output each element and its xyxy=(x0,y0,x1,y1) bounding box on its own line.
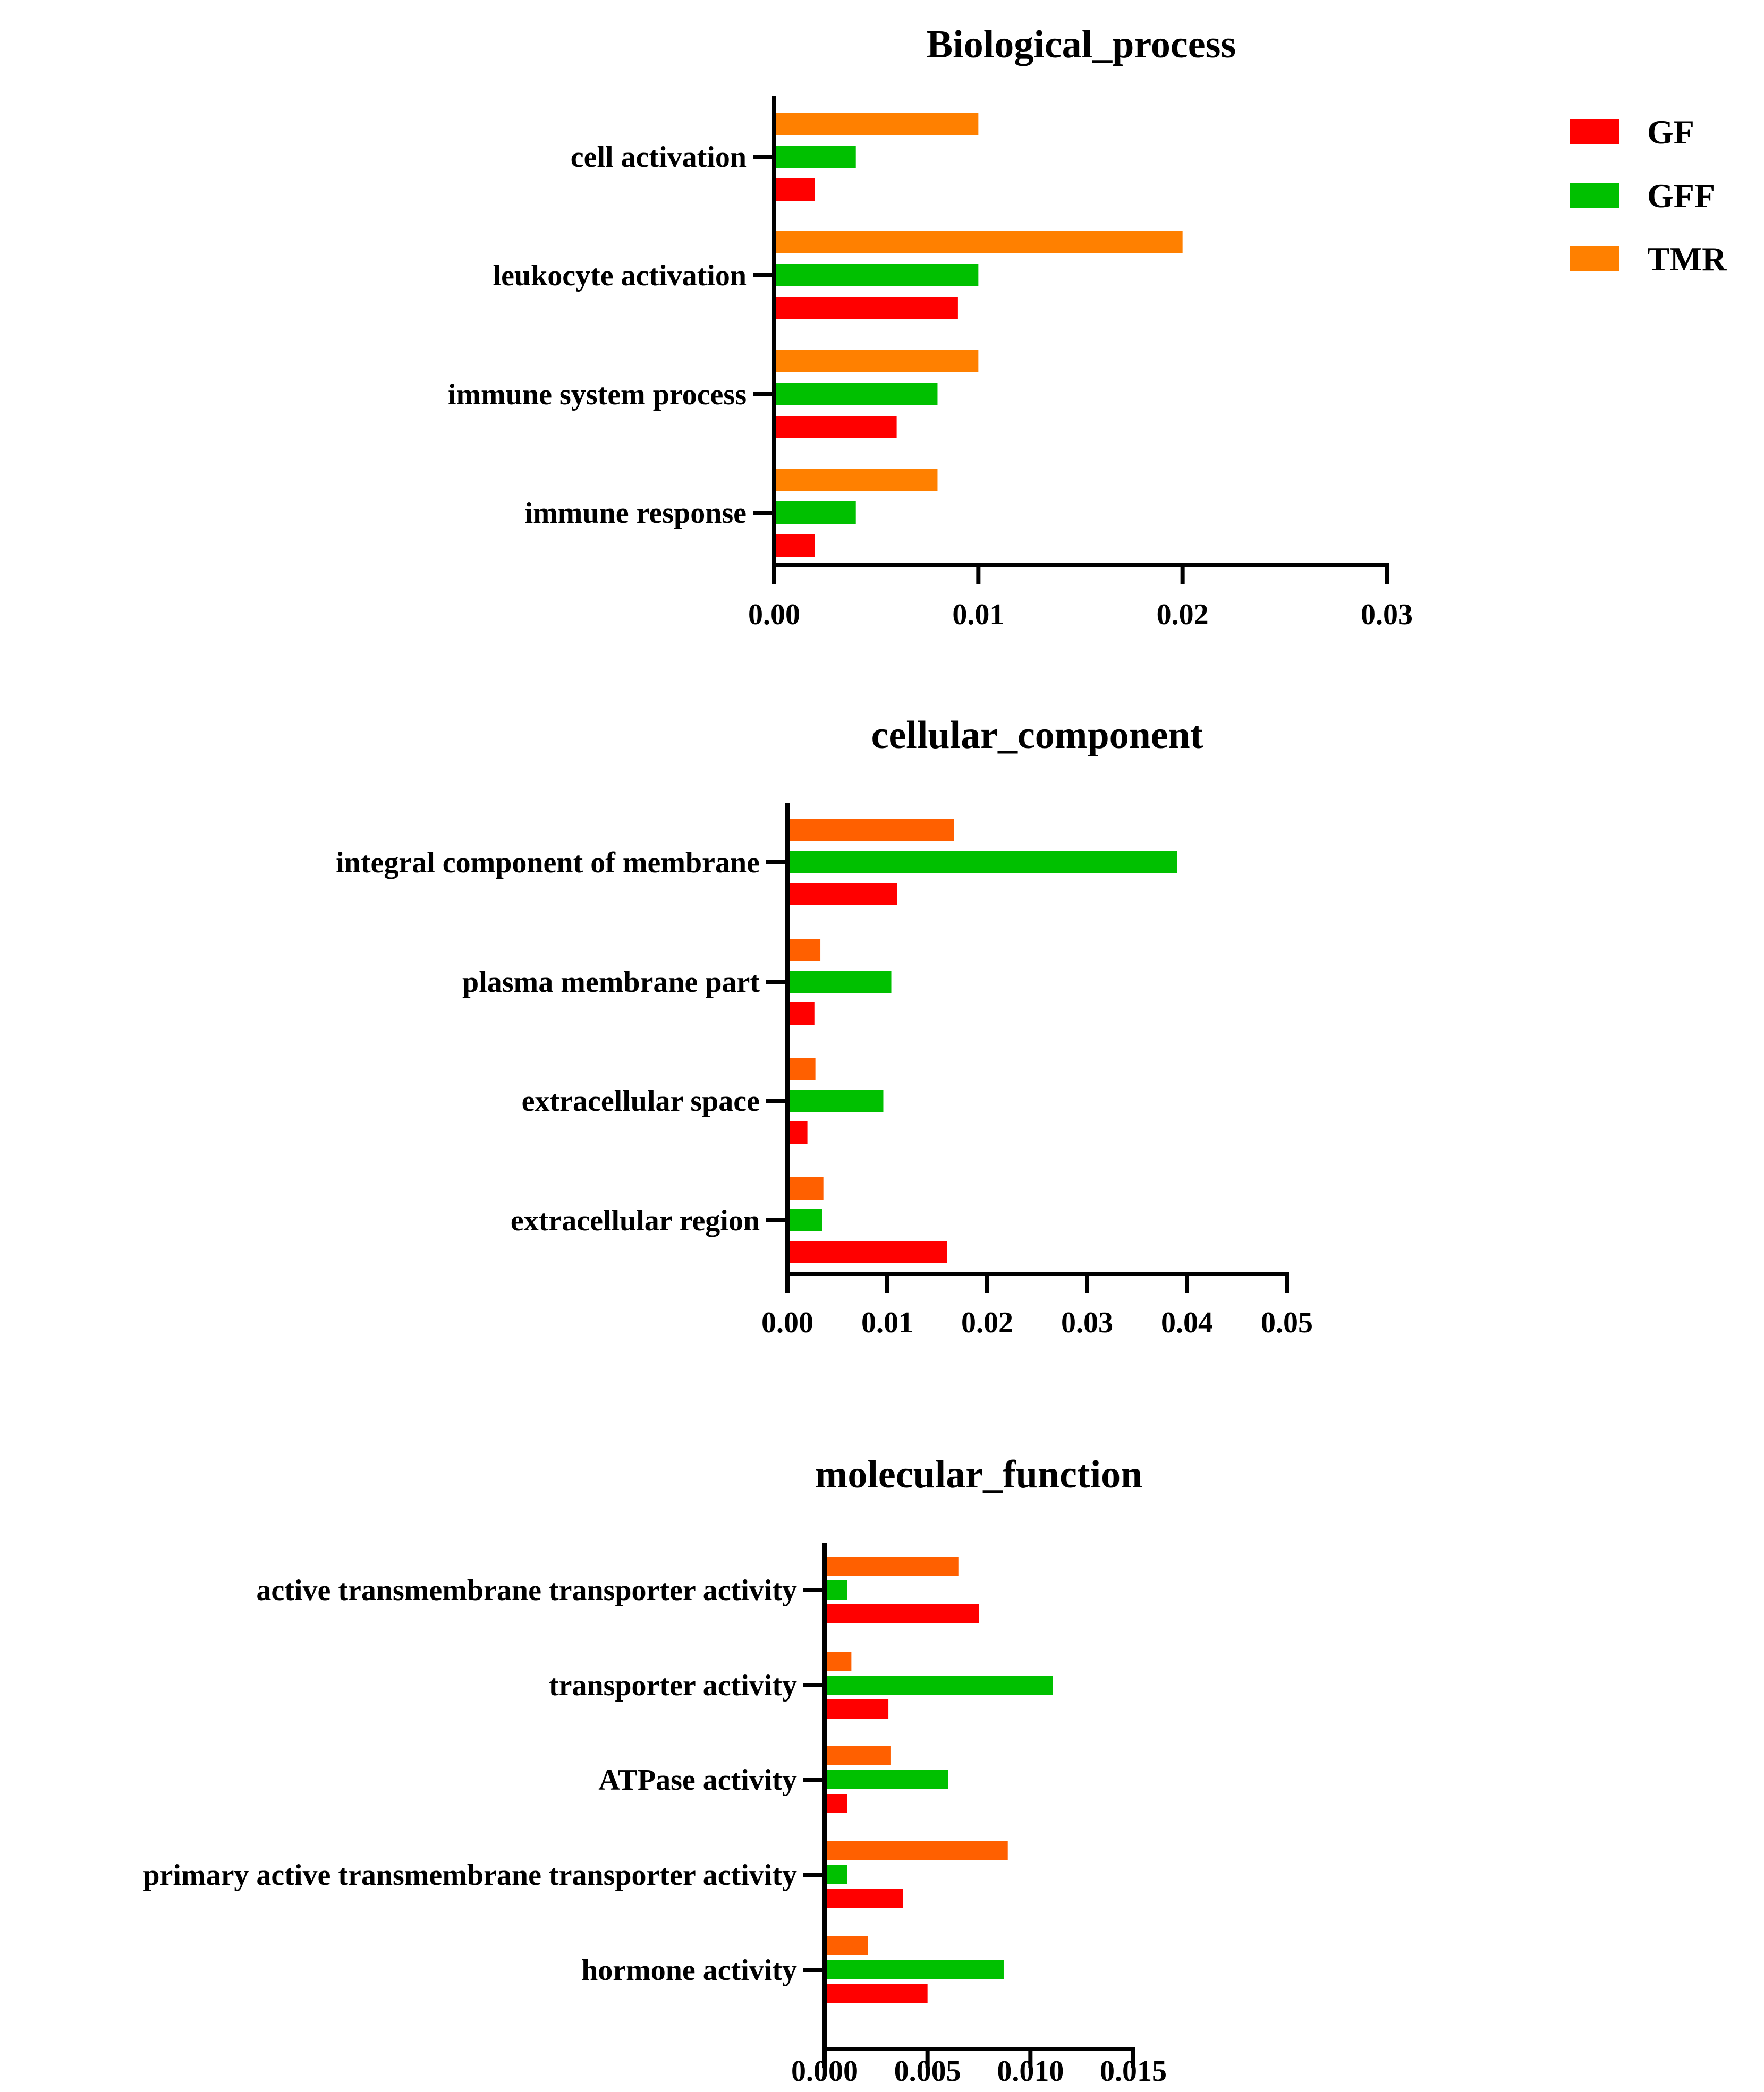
bar-tmr-immune-system-process xyxy=(774,350,979,372)
panel-cellular-component: cellular_component integral component of … xyxy=(336,713,1313,1339)
bar-gff-transporter-activity xyxy=(825,1676,1053,1695)
bar-gf-extracellular-region xyxy=(787,1241,947,1263)
bar-gf-leukocyte-activation xyxy=(774,297,958,319)
x-tick-label: 0.01 xyxy=(861,1306,913,1339)
category-label-immune-response: immune response xyxy=(525,497,747,530)
bar-gff-immune-response xyxy=(774,501,856,524)
x-tick-label: 0.000 xyxy=(791,2055,858,2088)
category-label-transporter-activity: transporter activity xyxy=(549,1669,797,1702)
legend-swatch-gff xyxy=(1570,183,1619,208)
x-tick-label: 0.00 xyxy=(761,1306,813,1339)
x-tick-label: 0.010 xyxy=(997,2055,1064,2088)
bar-gff-hormone-activity xyxy=(825,1960,1004,1979)
category-label-hormone-activity: hormone activity xyxy=(581,1954,797,1987)
bar-tmr-atpase-activity xyxy=(825,1746,891,1765)
panel-title: molecular_function xyxy=(815,1453,1143,1496)
bar-gff-immune-system-process xyxy=(774,383,938,405)
x-tick-label: 0.03 xyxy=(1361,598,1413,631)
x-tick-label: 0.03 xyxy=(1061,1306,1113,1339)
bar-tmr-hormone-activity xyxy=(825,1936,868,1955)
bar-gf-immune-response xyxy=(774,534,815,557)
x-tick-label: 0.005 xyxy=(894,2055,961,2088)
panel-title: Biological_process xyxy=(927,23,1236,66)
bar-gf-cell-activation xyxy=(774,178,815,201)
category-label-immune-system-process: immune system process xyxy=(448,378,747,411)
bar-gff-integral-component-of-membrane xyxy=(787,851,1177,873)
bar-gff-extracellular-region xyxy=(787,1209,822,1231)
bar-gff-extracellular-space xyxy=(787,1090,884,1112)
category-label-extracellular-space: extracellular space xyxy=(522,1085,760,1118)
category-label-leukocyte-activation: leukocyte activation xyxy=(493,259,747,292)
bar-tmr-integral-component-of-membrane xyxy=(787,819,954,841)
bar-gff-plasma-membrane-part xyxy=(787,971,892,993)
bar-tmr-extracellular-region xyxy=(787,1177,824,1200)
bar-gff-atpase-activity xyxy=(825,1770,948,1789)
category-label-cell-activation: cell activation xyxy=(571,141,747,174)
panel-title: cellular_component xyxy=(871,713,1203,757)
bar-gff-cell-activation xyxy=(774,146,856,168)
x-tick-label: 0.02 xyxy=(961,1306,1013,1339)
bar-gf-atpase-activity xyxy=(825,1794,847,1813)
bar-gff-leukocyte-activation xyxy=(774,264,979,286)
bar-gf-transporter-activity xyxy=(825,1699,889,1719)
category-label-atpase-activity: ATPase activity xyxy=(598,1764,797,1797)
legend-label-gf: GF xyxy=(1647,113,1694,151)
category-label-primary-active-transmembrane-transporter-activity: primary active transmembrane transporter… xyxy=(143,1859,797,1892)
category-label-active-transmembrane-transporter-activity: active transmembrane transporter activit… xyxy=(256,1574,797,1607)
bar-gf-plasma-membrane-part xyxy=(787,1002,815,1025)
category-label-integral-component-of-membrane: integral component of membrane xyxy=(336,846,760,879)
bar-tmr-primary-active-transmembrane-transporter-activity xyxy=(825,1841,1008,1860)
bar-tmr-extracellular-space xyxy=(787,1058,816,1080)
bar-tmr-plasma-membrane-part xyxy=(787,939,821,961)
bar-tmr-cell-activation xyxy=(774,113,979,135)
legend: GF GFF TMR xyxy=(1570,113,1727,278)
bar-gf-extracellular-space xyxy=(787,1121,808,1144)
legend-swatch-gf xyxy=(1570,119,1619,144)
bar-gf-hormone-activity xyxy=(825,1984,928,2003)
category-label-plasma-membrane-part: plasma membrane part xyxy=(462,966,760,999)
bar-gf-primary-active-transmembrane-transporter-activity xyxy=(825,1889,903,1908)
bar-gf-immune-system-process xyxy=(774,416,897,438)
bar-tmr-active-transmembrane-transporter-activity xyxy=(825,1557,959,1576)
bar-gf-integral-component-of-membrane xyxy=(787,883,897,905)
x-tick-label: 0.04 xyxy=(1161,1306,1213,1339)
x-tick-label: 0.015 xyxy=(1100,2055,1167,2088)
x-tick-label: 0.00 xyxy=(748,598,800,631)
x-tick-label: 0.02 xyxy=(1157,598,1209,631)
legend-label-tmr: TMR xyxy=(1647,240,1727,278)
bar-gf-active-transmembrane-transporter-activity xyxy=(825,1604,979,1623)
legend-label-gff: GFF xyxy=(1647,177,1715,215)
bar-tmr-immune-response xyxy=(774,469,938,491)
bar-tmr-leukocyte-activation xyxy=(774,231,1183,253)
bar-tmr-transporter-activity xyxy=(825,1652,852,1671)
x-tick-label: 0.05 xyxy=(1261,1306,1313,1339)
x-tick-label: 0.01 xyxy=(952,598,1004,631)
bar-gff-active-transmembrane-transporter-activity xyxy=(825,1580,847,1600)
bar-gff-primary-active-transmembrane-transporter-activity xyxy=(825,1865,847,1884)
legend-swatch-tmr xyxy=(1570,246,1619,271)
category-label-extracellular-region: extracellular region xyxy=(511,1204,760,1237)
